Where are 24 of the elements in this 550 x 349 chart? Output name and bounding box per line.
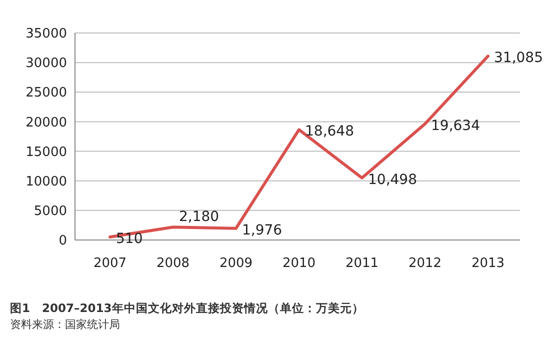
data-label: 510	[116, 230, 143, 247]
data-label: 2,180	[179, 209, 220, 226]
data-label: 1,976	[242, 222, 282, 238]
x-tick-label: 2010	[282, 256, 316, 271]
text: 资料来源：国家统计局	[10, 318, 120, 331]
y-tick-label: 25000	[26, 86, 67, 101]
x-tick-label: 2012	[408, 256, 442, 271]
y-tick-label: 15000	[26, 144, 67, 160]
data-label: 19,634	[431, 118, 480, 134]
data-label: 31,085	[494, 50, 543, 66]
y-tick-label: 10000	[26, 174, 67, 190]
x-tick-label: 2008	[156, 256, 190, 271]
x-tick-label: 2009	[219, 256, 253, 271]
data-label: 10,498	[368, 172, 417, 188]
y-tick-label: 0	[58, 234, 67, 249]
y-tick-label: 35000	[26, 26, 67, 42]
data-label: 18,648	[305, 124, 354, 140]
x-tick-label: 2011	[345, 256, 379, 271]
y-tick-label: 5000	[34, 204, 67, 219]
caption: 图1 2007–2013年中国文化对外直接投资情况（单位：万美元）	[10, 301, 364, 315]
y-tick-label: 20000	[26, 115, 67, 130]
x-tick-label: 2013	[471, 256, 505, 271]
x-tick-label: 2007	[93, 256, 127, 271]
y-tick-label: 30000	[26, 56, 67, 72]
